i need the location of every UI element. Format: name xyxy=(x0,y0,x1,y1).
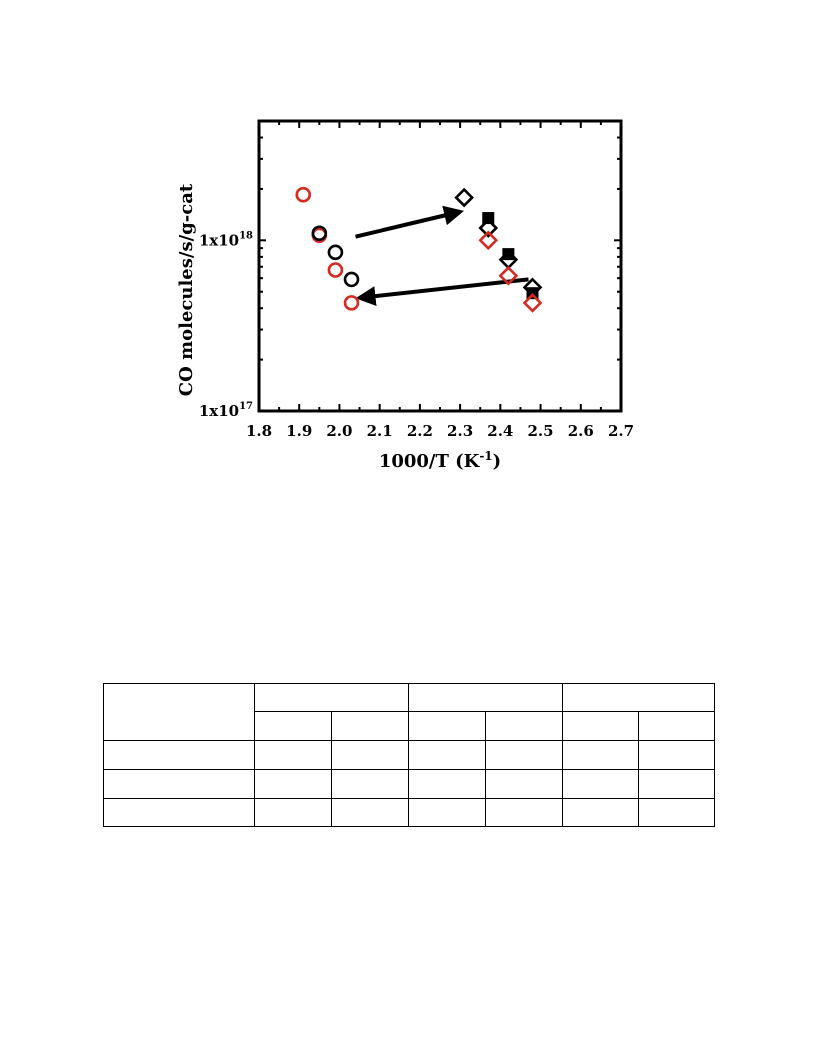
arrow-annotation xyxy=(355,205,465,239)
data-point xyxy=(502,248,515,261)
x-tick-label: 1.9 xyxy=(286,422,312,440)
data-point xyxy=(327,244,344,261)
x-tick-label: 2.4 xyxy=(487,422,513,440)
table-cell xyxy=(254,683,409,712)
table-cell xyxy=(331,711,409,741)
axis-ticks xyxy=(258,120,622,412)
x-tick-label: 2.6 xyxy=(568,422,594,440)
x-tick-labels: 1.8 1.9 2.0 2.1 2.2 2.3 2.4 2.5 2.6 2.7 xyxy=(246,422,634,440)
table-cell xyxy=(103,798,255,827)
table-cell xyxy=(562,711,639,741)
table-cell xyxy=(254,769,332,799)
table-row xyxy=(103,798,715,827)
table-cell xyxy=(638,769,715,799)
arrow-annotations xyxy=(355,205,529,307)
data-point xyxy=(478,230,499,251)
table-row xyxy=(103,683,715,741)
data-point xyxy=(454,187,474,208)
table-cell xyxy=(103,683,255,741)
table-cell xyxy=(562,683,715,712)
table-cell xyxy=(408,711,486,741)
data-point xyxy=(478,218,499,238)
y-tick-label: 1x1017 xyxy=(199,401,253,420)
table-cell xyxy=(638,740,715,770)
table-cell xyxy=(408,740,486,770)
table-cell xyxy=(103,740,255,770)
table-cell xyxy=(331,769,409,799)
table-cell xyxy=(638,711,715,741)
table-cell xyxy=(331,798,409,827)
data-point xyxy=(498,265,519,286)
data-point xyxy=(295,186,312,203)
data-point xyxy=(327,262,344,278)
data-point xyxy=(343,295,360,311)
data-point xyxy=(343,271,360,288)
plot-frame xyxy=(257,119,623,413)
table-cell xyxy=(408,798,486,827)
data-table xyxy=(103,683,715,827)
y-axis-title: CO molecules/s/g-cat xyxy=(176,183,197,396)
y-tick-labels: 1x1017 1x1018 xyxy=(199,230,253,420)
data-point xyxy=(311,225,328,242)
table-cell xyxy=(254,798,332,827)
data-point xyxy=(482,212,495,225)
co-rate-arrhenius-chart: 1.8 1.9 2.0 2.1 2.2 2.3 2.4 2.5 2.6 2.7 1x10171x1… xyxy=(176,119,634,472)
x-tick-label: 2.5 xyxy=(528,422,554,440)
table-cell xyxy=(254,711,332,741)
x-tick-label: 2.7 xyxy=(608,422,634,440)
table-cell xyxy=(331,740,409,770)
x-axis-title: 1000/T (K-1) xyxy=(379,449,501,472)
table-cell xyxy=(485,711,563,741)
table-cell xyxy=(562,740,639,770)
x-tick-label: 1.8 xyxy=(246,422,272,440)
table-cell xyxy=(254,740,332,770)
y-tick-label: 1x1018 xyxy=(199,230,253,249)
arrow-annotation xyxy=(355,277,529,307)
table-cell xyxy=(562,798,639,827)
table-cell xyxy=(562,769,639,799)
table-cell xyxy=(485,740,563,770)
table-cell xyxy=(638,798,715,827)
table-row xyxy=(103,769,715,799)
x-tick-label: 2.1 xyxy=(367,422,393,440)
table-cell xyxy=(485,798,563,827)
table-cell xyxy=(408,769,486,799)
table-row xyxy=(103,740,715,770)
data-point xyxy=(522,293,543,313)
x-tick-label: 2.2 xyxy=(407,422,433,440)
x-tick-label: 2.0 xyxy=(326,422,352,440)
data-points xyxy=(295,186,543,313)
table-cell xyxy=(103,769,255,799)
table-cell xyxy=(485,769,563,799)
table-cell xyxy=(408,683,563,712)
x-tick-label: 2.3 xyxy=(447,422,473,440)
